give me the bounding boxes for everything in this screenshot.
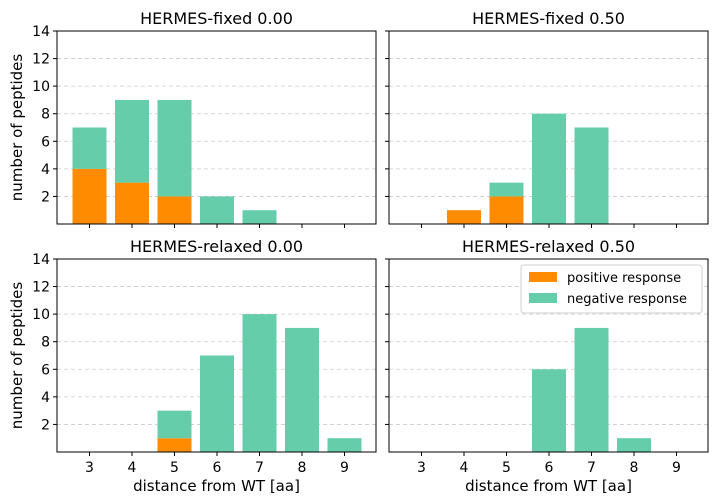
y-tick-label: 12 — [32, 280, 50, 296]
x-tick-label: 3 — [85, 460, 94, 476]
panel-4: 3 4 5 6 7 8 9 HERMES-relaxed 0.50 distance from … — [385, 237, 709, 495]
x-tick-label: 8 — [630, 460, 639, 476]
y-tick-label: 4 — [41, 390, 50, 406]
bar-negative-7 — [242, 314, 277, 452]
legend-label: positive response — [567, 271, 681, 286]
y-tick-label: 10 — [32, 307, 50, 323]
panel-title: HERMES-fixed 0.50 — [472, 9, 625, 28]
bar-positive-5 — [489, 196, 524, 224]
legend-label: negative response — [567, 292, 687, 307]
bar-negative-5 — [489, 182, 524, 197]
bar-negative-6 — [532, 113, 566, 224]
y-tick-label: 14 — [32, 24, 50, 40]
x-tick-label: 3 — [417, 460, 426, 476]
x-tick-label: 9 — [672, 460, 681, 476]
y-tick-label: 4 — [41, 162, 50, 178]
bar-negative-7 — [242, 210, 277, 224]
x-tick-label: 5 — [502, 460, 511, 476]
panel-3: 2 4 6 8 10 12 14 3 4 5 6 7 8 9 HERMES-relaxed 0.00 numb… — [8, 237, 377, 495]
bar-negative-7 — [574, 127, 609, 224]
bar-negative-3 — [72, 127, 107, 169]
bar-positive-4 — [115, 182, 149, 224]
x-axis-label: distance from WT [aa] — [133, 477, 300, 495]
bar-negative-9 — [327, 438, 362, 452]
x-axis-label: distance from WT [aa] — [465, 477, 632, 495]
y-tick-label: 14 — [32, 252, 50, 268]
x-tick-label: 8 — [298, 460, 307, 476]
y-axis-label: number of peptides — [8, 282, 26, 430]
panel-1: 2 4 6 8 10 12 14 HERMES-fixed 0.00 number of pep… — [8, 9, 377, 228]
legend-box — [520, 264, 703, 314]
bar-positive-4 — [447, 210, 481, 224]
y-tick-label: 8 — [41, 107, 50, 123]
bar-negative-5 — [157, 410, 192, 439]
bar-positive-5 — [157, 196, 192, 224]
y-tick-label: 2 — [41, 189, 50, 205]
y-tick-label: 6 — [41, 362, 50, 378]
x-tick-label: 6 — [213, 460, 222, 476]
bar-negative-4 — [115, 99, 149, 183]
bar-negative-5 — [157, 99, 192, 197]
x-tick-label: 6 — [545, 460, 554, 476]
x-tick-label: 7 — [587, 460, 596, 476]
bar-negative-7 — [574, 327, 609, 452]
y-axis-label: number of peptides — [8, 54, 26, 202]
bar-negative-6 — [200, 196, 234, 224]
y-tick-label: 12 — [32, 52, 50, 68]
y-tick-label: 2 — [41, 417, 50, 433]
x-tick-label: 9 — [340, 460, 349, 476]
bar-positive-3 — [72, 168, 107, 224]
x-tick-label: 7 — [255, 460, 264, 476]
legend: positive response negative response — [520, 264, 703, 314]
bar-negative-6 — [200, 355, 234, 452]
y-tick-label: 6 — [41, 134, 50, 150]
bar-positive-5 — [157, 438, 192, 452]
x-tick-label: 5 — [170, 460, 179, 476]
legend-swatch — [529, 272, 557, 282]
legend-swatch — [529, 293, 557, 303]
x-tick-label: 4 — [128, 460, 137, 476]
panel-title: HERMES-relaxed 0.00 — [130, 237, 303, 256]
bar-negative-6 — [532, 369, 566, 452]
y-tick-label: 8 — [41, 335, 50, 351]
y-tick-label: 10 — [32, 79, 50, 95]
panel-2: HERMES-fixed 0.50 — [385, 9, 709, 228]
bar-negative-8 — [285, 327, 319, 452]
x-tick-label: 4 — [460, 460, 469, 476]
bar-negative-8 — [617, 438, 651, 452]
panel-title: HERMES-fixed 0.00 — [140, 9, 293, 28]
panel-title: HERMES-relaxed 0.50 — [462, 237, 635, 256]
